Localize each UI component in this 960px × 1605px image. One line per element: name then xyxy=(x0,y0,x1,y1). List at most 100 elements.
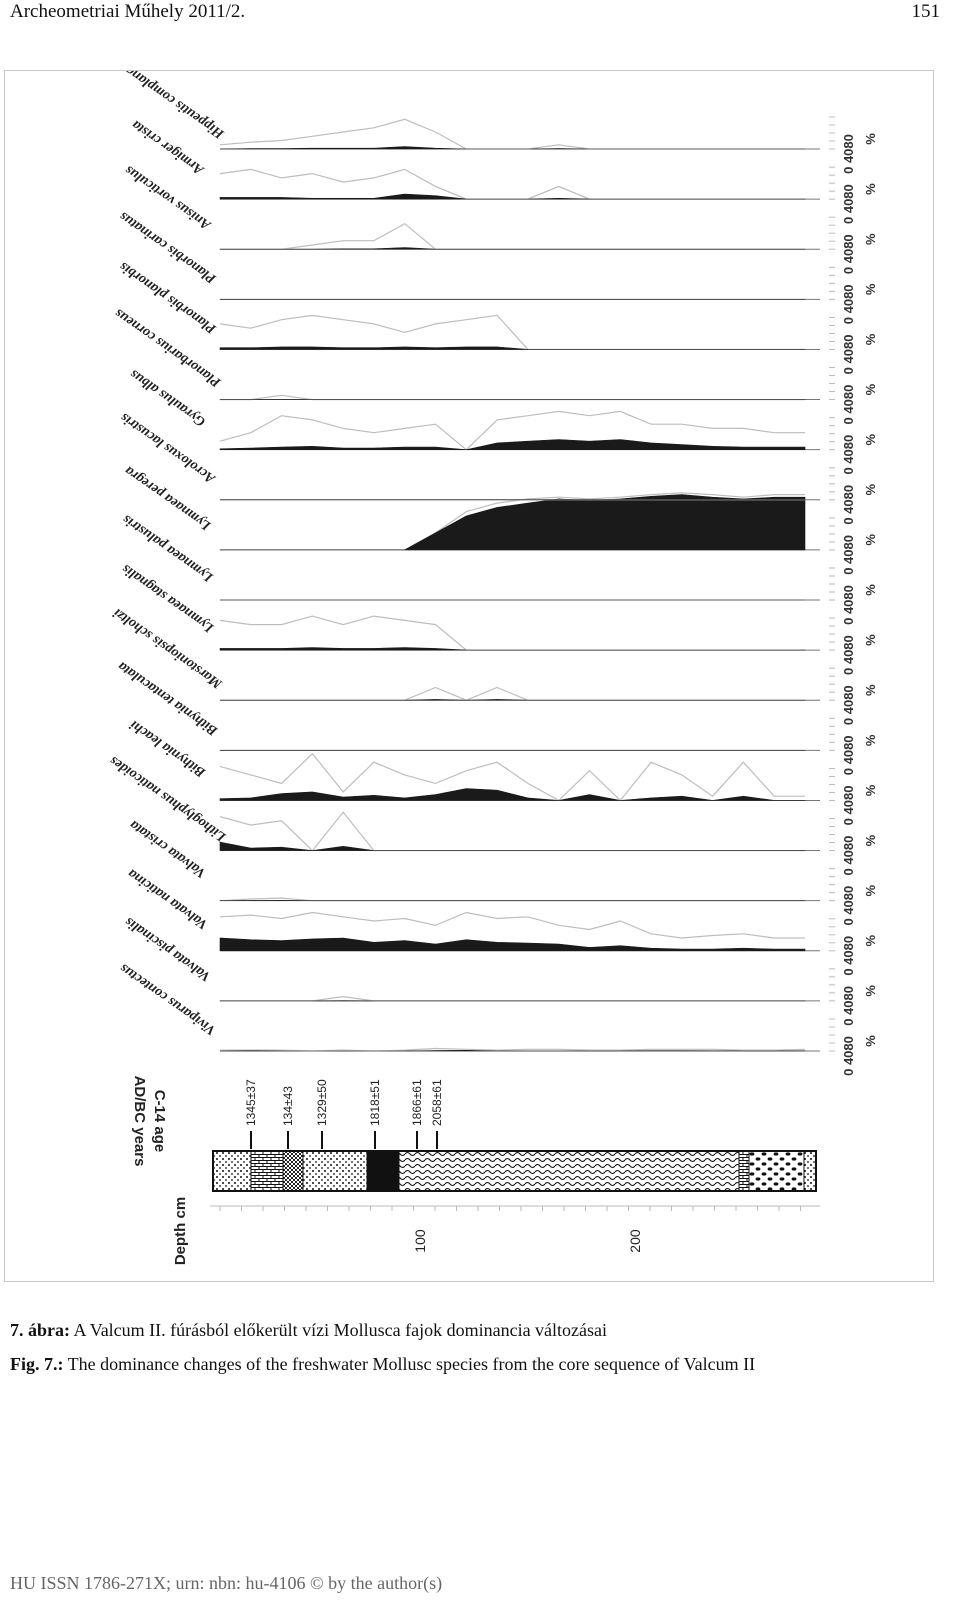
species-row: 0 4080 %Valvata cristata xyxy=(127,817,878,926)
caption-en-label: Fig. 7.: xyxy=(10,1354,64,1374)
c14-date-label: 2058±61 xyxy=(430,1079,444,1126)
dominance-area xyxy=(219,1049,806,1052)
percent-axis-label: 0 4080 xyxy=(841,735,856,775)
lithology-segment xyxy=(748,1150,805,1192)
dominance-area xyxy=(219,841,806,851)
lithology-segment xyxy=(282,1150,304,1192)
exaggeration-curve xyxy=(219,118,805,150)
species-row: 0 4080 %Bithynia tentaculata xyxy=(115,658,878,775)
c14-date-label: 1818±51 xyxy=(368,1079,382,1126)
caption-en-text: The dominance changes of the freshwater … xyxy=(63,1354,756,1374)
c14-date-label: 1866±61 xyxy=(410,1079,424,1126)
percent-unit-label: % xyxy=(863,233,878,245)
percent-axis-label: 0 4080 xyxy=(841,435,856,475)
percent-axis-label: 0 4080 xyxy=(841,385,856,425)
dominance-area xyxy=(219,647,806,651)
percent-unit-label: % xyxy=(863,534,878,546)
percent-unit-label: % xyxy=(863,834,878,846)
species-row: 0 4080 %Valvata naticina xyxy=(125,866,878,976)
exaggeration-curve xyxy=(219,897,805,902)
species-row: 0 4080 %Planorbis planorbis xyxy=(117,258,878,374)
percent-unit-label: % xyxy=(863,383,878,395)
exaggeration-curve xyxy=(219,410,805,451)
percent-axis-label: 0 4080 xyxy=(841,134,856,174)
depth-tick-label: 100 xyxy=(412,1229,428,1253)
percent-unit-label: % xyxy=(863,1035,878,1047)
lithology-segment xyxy=(398,1150,740,1192)
exaggeration-curve xyxy=(220,995,805,1002)
species-row: 0 4080 %Marstoniopsis scholtzi xyxy=(111,605,878,725)
exaggeration-curve xyxy=(219,168,805,200)
percent-axis-label: 0 4080 xyxy=(841,786,856,826)
lithology-segment xyxy=(250,1150,284,1192)
dominance-area xyxy=(219,439,806,451)
percent-axis-label: 0 4080 xyxy=(841,685,856,725)
dominance-area xyxy=(219,146,805,150)
exaggeration-curve xyxy=(220,394,805,401)
percent-axis-label: 0 4080 xyxy=(841,635,856,675)
exaggeration-curve xyxy=(219,811,805,852)
exaggeration-curve xyxy=(220,686,805,701)
species-row: 0 4080 %Planorbis carinatus xyxy=(117,208,878,324)
caption-hu-label: 7. ábra: xyxy=(10,1320,70,1340)
journal-header: Archeometriai Műhely 2011/2. xyxy=(10,1,246,22)
dominance-area xyxy=(219,788,806,801)
dominance-area xyxy=(219,247,806,250)
dominance-area xyxy=(219,494,806,551)
dominance-area xyxy=(219,193,806,200)
species-label: Lithoglyphus naticoides xyxy=(107,752,230,844)
species-row: 0 4080 %Gyraulus albus xyxy=(127,366,878,475)
percent-axis-label: 0 4080 xyxy=(841,184,856,224)
exaggeration-curve xyxy=(219,615,805,651)
percent-unit-label: % xyxy=(863,333,878,345)
percent-unit-label: % xyxy=(863,283,878,295)
species-row: 0 4080 %Valvata piscinalis xyxy=(122,913,878,1025)
dominance-area xyxy=(219,699,806,701)
percent-axis-label: 0 4080 xyxy=(841,1036,856,1076)
c14-date-label: 1345±37 xyxy=(244,1079,258,1126)
species-row: 0 4080 %Lymnaea peregra xyxy=(122,463,878,575)
species-row: 0 4080 %Armiger crista xyxy=(129,117,878,224)
lithology-segment xyxy=(212,1150,252,1192)
percent-unit-label: % xyxy=(863,985,878,997)
footer-issn: HU ISSN 1786-271X; urn: nbn: hu-4106 © b… xyxy=(10,1573,443,1593)
species-label: Hippeutis complanatus xyxy=(109,71,228,142)
percent-axis-label: 0 4080 xyxy=(841,234,856,274)
dominance-area xyxy=(219,937,806,952)
percent-axis-label: 0 4080 xyxy=(841,585,856,625)
percent-axis-label: 0 4080 xyxy=(841,986,856,1026)
lithology-column-border xyxy=(212,1150,817,1192)
exaggeration-curve xyxy=(219,911,805,939)
caption-english: Fig. 7.: The dominance changes of the fr… xyxy=(10,1352,755,1376)
exaggeration-curve xyxy=(219,314,805,350)
percent-unit-label: % xyxy=(863,433,878,445)
species-row: 0 4080 %Anisus vorticulus xyxy=(122,162,878,274)
c14-header-line1: C-14 age xyxy=(151,1090,168,1153)
percent-unit-label: % xyxy=(863,133,878,145)
c14-header-line2: AD/BC years xyxy=(131,1076,148,1167)
lithology-segment xyxy=(803,1150,817,1192)
species-row: 0 4080 %Planorbarius corneus xyxy=(112,305,878,425)
percent-unit-label: % xyxy=(863,684,878,696)
percent-unit-label: % xyxy=(863,584,878,596)
species-row: 0 4080 % Lithoglyphus naticoides xyxy=(107,752,878,875)
lithology-segment xyxy=(738,1150,750,1192)
percent-unit-label: % xyxy=(863,734,878,746)
percent-unit-label: % xyxy=(863,935,878,947)
percent-axis-label: 0 4080 xyxy=(841,284,856,324)
exaggeration-curve xyxy=(220,222,805,250)
percent-unit-label: % xyxy=(863,634,878,646)
c14-date-label: 1329±50 xyxy=(315,1079,329,1126)
percent-axis-label: 0 4080 xyxy=(841,936,856,976)
lithology-segment xyxy=(302,1150,368,1192)
depth-axis-label: Depth cm xyxy=(172,1197,189,1265)
percent-axis-label: 0 4080 xyxy=(841,485,856,525)
species-row: 0 4080 % Hippeutis complanatus xyxy=(109,71,878,174)
percent-axis-label: 0 4080 xyxy=(841,535,856,575)
percent-unit-label: % xyxy=(863,484,878,496)
species-row: 0 4080 %Bithynia leachi xyxy=(127,717,878,826)
percent-unit-label: % xyxy=(863,784,878,796)
lithology-segment xyxy=(366,1150,400,1192)
dominance-area xyxy=(219,346,806,350)
